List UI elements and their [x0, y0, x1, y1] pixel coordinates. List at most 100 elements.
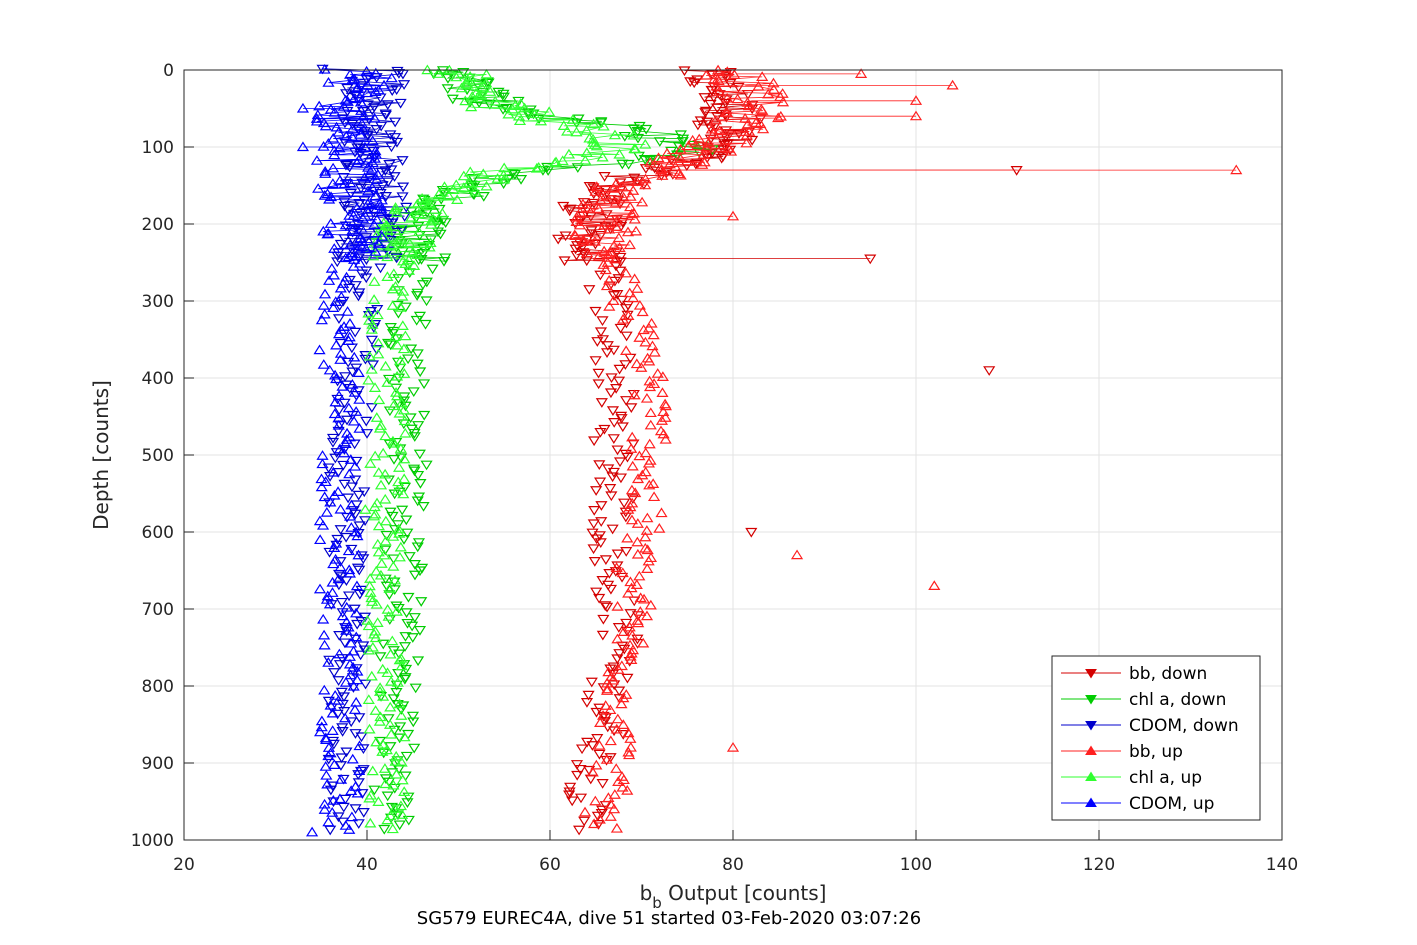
data-point — [674, 152, 687, 163]
data-point — [411, 656, 425, 667]
data-point — [387, 454, 401, 465]
data-point — [607, 434, 620, 444]
data-point — [698, 156, 711, 167]
data-point — [326, 437, 340, 448]
data-point — [394, 722, 407, 733]
data-point — [686, 134, 699, 145]
data-point — [691, 120, 705, 131]
data-point — [379, 468, 392, 479]
data-point — [599, 264, 612, 275]
data-point — [480, 77, 493, 88]
data-point — [343, 318, 357, 328]
data-point — [350, 607, 363, 618]
data-point — [719, 98, 732, 109]
data-point — [358, 171, 371, 182]
data-point — [451, 194, 464, 204]
data-point — [422, 200, 435, 210]
data-point — [393, 654, 406, 665]
legend-item: CDOM, down — [1061, 716, 1239, 736]
data-point — [460, 85, 474, 96]
data-point — [364, 458, 377, 468]
data-point — [331, 486, 345, 496]
data-point — [594, 231, 607, 241]
data-point — [334, 561, 347, 572]
data-point — [346, 367, 359, 378]
data-point — [588, 139, 601, 149]
data-point — [374, 479, 388, 490]
data-point — [320, 594, 334, 604]
data-point — [412, 255, 425, 266]
data-point — [412, 208, 426, 219]
data-point — [342, 357, 355, 368]
data-point — [350, 456, 363, 467]
data-point — [337, 802, 350, 813]
data-point — [612, 623, 625, 633]
data-point — [707, 128, 720, 138]
data-point — [461, 74, 474, 85]
data-point — [344, 177, 357, 188]
data-point — [352, 367, 365, 377]
data-point — [332, 328, 346, 339]
data-point — [447, 184, 460, 194]
data-point — [424, 235, 438, 246]
data-point — [349, 509, 362, 520]
data-point — [329, 453, 342, 464]
spike-point — [790, 549, 804, 560]
data-point — [655, 507, 668, 518]
data-point — [652, 152, 665, 163]
data-point — [590, 759, 603, 770]
data-point — [604, 798, 617, 809]
data-point — [332, 390, 346, 401]
data-point — [319, 120, 332, 131]
data-point — [392, 523, 405, 534]
data-point — [389, 117, 402, 128]
data-point — [371, 309, 384, 320]
data-point — [320, 734, 333, 745]
data-point — [611, 713, 624, 724]
data-point — [417, 379, 431, 390]
data-point — [389, 755, 402, 766]
data-point — [617, 730, 630, 740]
data-point — [513, 115, 527, 126]
data-point — [374, 682, 387, 693]
data-point — [369, 705, 382, 715]
data-point — [370, 598, 383, 609]
data-point — [570, 126, 583, 137]
data-point — [411, 496, 424, 507]
data-point — [570, 760, 584, 770]
x-tick-label: 40 — [356, 855, 378, 875]
data-point — [333, 420, 346, 431]
data-point — [369, 190, 382, 201]
data-point — [341, 306, 354, 316]
data-point — [323, 364, 336, 375]
data-point — [595, 398, 608, 408]
data-point — [333, 793, 347, 804]
data-point — [586, 766, 599, 777]
data-point — [381, 791, 394, 802]
data-point — [332, 126, 345, 137]
data-point — [392, 274, 405, 284]
data-point — [383, 590, 396, 600]
data-point — [341, 96, 354, 106]
data-point — [314, 726, 327, 737]
data-point — [362, 694, 375, 704]
data-point — [644, 419, 657, 430]
data-point — [349, 729, 362, 739]
data-point — [340, 130, 353, 141]
data-point — [348, 93, 361, 104]
data-point — [596, 575, 609, 586]
data-point — [588, 235, 602, 246]
data-point — [332, 694, 345, 705]
data-point — [578, 806, 592, 817]
data-point — [450, 179, 463, 190]
data-point — [347, 680, 360, 691]
data-point — [329, 296, 342, 306]
data-point — [383, 160, 396, 170]
data-point — [406, 633, 419, 643]
data-point — [543, 106, 556, 117]
data-point — [358, 645, 371, 656]
data-point — [345, 811, 358, 822]
data-point — [614, 323, 627, 334]
data-point — [394, 302, 407, 312]
data-point — [392, 476, 405, 487]
